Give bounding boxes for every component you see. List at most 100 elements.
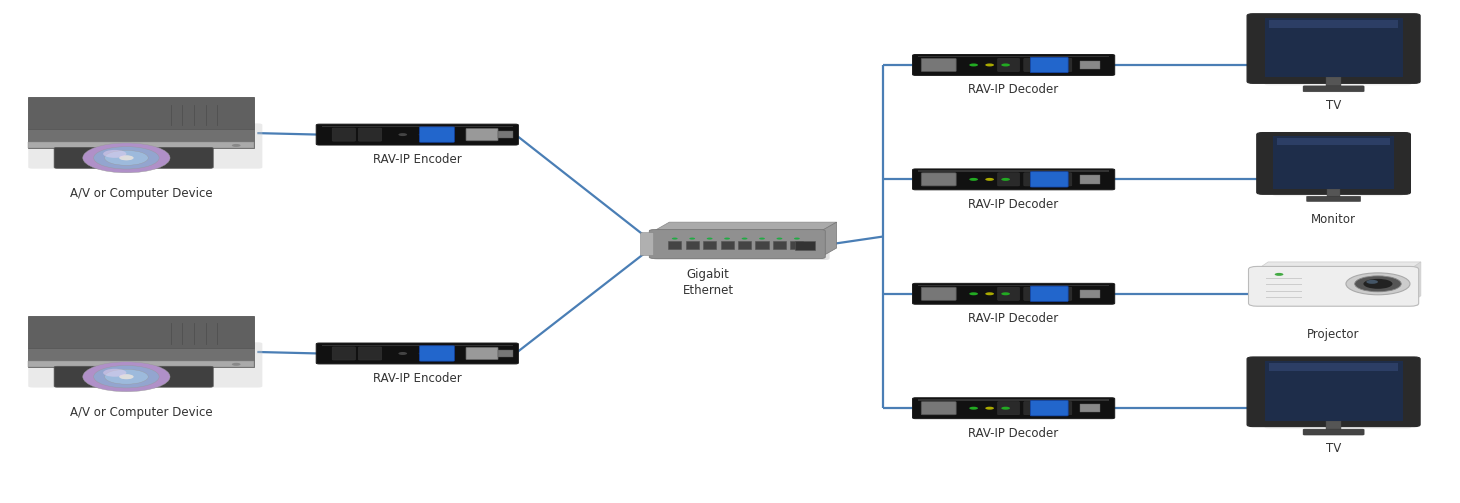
FancyBboxPatch shape [1023, 173, 1045, 186]
FancyBboxPatch shape [790, 241, 803, 249]
Circle shape [83, 143, 169, 173]
Circle shape [986, 178, 994, 181]
FancyBboxPatch shape [772, 241, 785, 249]
Circle shape [439, 133, 448, 136]
FancyBboxPatch shape [1264, 18, 1403, 77]
Circle shape [969, 178, 978, 181]
FancyBboxPatch shape [1304, 86, 1364, 92]
FancyBboxPatch shape [54, 366, 213, 387]
Circle shape [724, 237, 730, 239]
FancyBboxPatch shape [912, 398, 1114, 418]
FancyBboxPatch shape [1307, 196, 1361, 202]
FancyBboxPatch shape [1080, 404, 1101, 412]
FancyBboxPatch shape [466, 128, 498, 141]
Polygon shape [28, 97, 254, 129]
Circle shape [1367, 280, 1378, 284]
Circle shape [419, 352, 428, 355]
Circle shape [986, 292, 994, 295]
FancyBboxPatch shape [54, 147, 213, 169]
Circle shape [1002, 178, 1010, 181]
FancyBboxPatch shape [912, 283, 1114, 304]
FancyBboxPatch shape [1023, 287, 1045, 300]
FancyBboxPatch shape [28, 361, 254, 367]
FancyBboxPatch shape [921, 402, 956, 415]
FancyBboxPatch shape [1304, 429, 1364, 435]
Circle shape [1275, 273, 1283, 276]
Circle shape [83, 362, 169, 392]
Text: RAV-IP Decoder: RAV-IP Decoder [968, 198, 1058, 211]
FancyBboxPatch shape [1031, 172, 1069, 187]
Circle shape [1002, 292, 1010, 295]
FancyBboxPatch shape [1080, 61, 1101, 69]
FancyBboxPatch shape [1326, 421, 1340, 430]
FancyBboxPatch shape [669, 241, 682, 249]
FancyBboxPatch shape [323, 126, 512, 127]
FancyBboxPatch shape [28, 142, 254, 148]
FancyBboxPatch shape [317, 124, 518, 145]
Circle shape [777, 237, 783, 239]
FancyBboxPatch shape [1264, 361, 1403, 421]
Text: TV: TV [1326, 442, 1342, 455]
FancyBboxPatch shape [997, 173, 1019, 186]
Circle shape [105, 150, 149, 165]
FancyBboxPatch shape [686, 241, 699, 249]
FancyBboxPatch shape [737, 241, 750, 249]
Circle shape [120, 375, 133, 379]
FancyBboxPatch shape [654, 231, 829, 260]
Circle shape [104, 369, 127, 377]
Circle shape [1002, 63, 1010, 66]
Circle shape [689, 237, 695, 239]
FancyBboxPatch shape [1264, 358, 1412, 429]
FancyBboxPatch shape [466, 347, 498, 360]
FancyBboxPatch shape [921, 173, 956, 186]
FancyBboxPatch shape [1327, 189, 1340, 197]
Text: Monitor: Monitor [1311, 213, 1356, 226]
Polygon shape [28, 129, 254, 148]
FancyBboxPatch shape [28, 342, 263, 387]
Polygon shape [28, 316, 254, 348]
Circle shape [232, 144, 241, 147]
FancyBboxPatch shape [28, 123, 263, 169]
Text: Projector: Projector [1307, 327, 1359, 341]
Text: TV: TV [1326, 99, 1342, 112]
Polygon shape [1257, 262, 1421, 270]
FancyBboxPatch shape [704, 241, 717, 249]
FancyBboxPatch shape [358, 128, 381, 141]
Polygon shape [654, 222, 837, 231]
Circle shape [794, 237, 800, 239]
FancyBboxPatch shape [317, 343, 518, 364]
Circle shape [93, 366, 159, 388]
FancyBboxPatch shape [912, 54, 1114, 75]
FancyBboxPatch shape [1031, 400, 1069, 416]
Text: RAV-IP Decoder: RAV-IP Decoder [968, 427, 1058, 440]
FancyBboxPatch shape [333, 128, 355, 141]
Circle shape [1346, 273, 1410, 295]
FancyBboxPatch shape [918, 399, 1110, 401]
FancyBboxPatch shape [1080, 290, 1101, 298]
FancyBboxPatch shape [1031, 57, 1069, 72]
Circle shape [672, 237, 677, 239]
Circle shape [1002, 407, 1010, 409]
FancyBboxPatch shape [912, 169, 1114, 190]
Polygon shape [28, 348, 254, 367]
FancyBboxPatch shape [1264, 15, 1412, 86]
Text: RAV-IP Encoder: RAV-IP Encoder [372, 153, 461, 166]
Text: Gigabit
Ethernet: Gigabit Ethernet [683, 268, 734, 297]
FancyBboxPatch shape [918, 285, 1110, 286]
FancyBboxPatch shape [918, 171, 1110, 172]
FancyBboxPatch shape [997, 287, 1019, 300]
FancyBboxPatch shape [755, 241, 768, 249]
FancyBboxPatch shape [1023, 58, 1045, 71]
FancyBboxPatch shape [1273, 136, 1394, 189]
Circle shape [439, 352, 448, 355]
FancyBboxPatch shape [1326, 77, 1340, 87]
FancyBboxPatch shape [498, 131, 512, 138]
Circle shape [232, 363, 241, 366]
Circle shape [399, 133, 407, 136]
FancyBboxPatch shape [1257, 270, 1419, 306]
FancyBboxPatch shape [997, 402, 1019, 415]
FancyBboxPatch shape [641, 232, 654, 256]
FancyBboxPatch shape [1269, 20, 1399, 28]
FancyBboxPatch shape [921, 58, 956, 71]
Polygon shape [1410, 262, 1421, 303]
